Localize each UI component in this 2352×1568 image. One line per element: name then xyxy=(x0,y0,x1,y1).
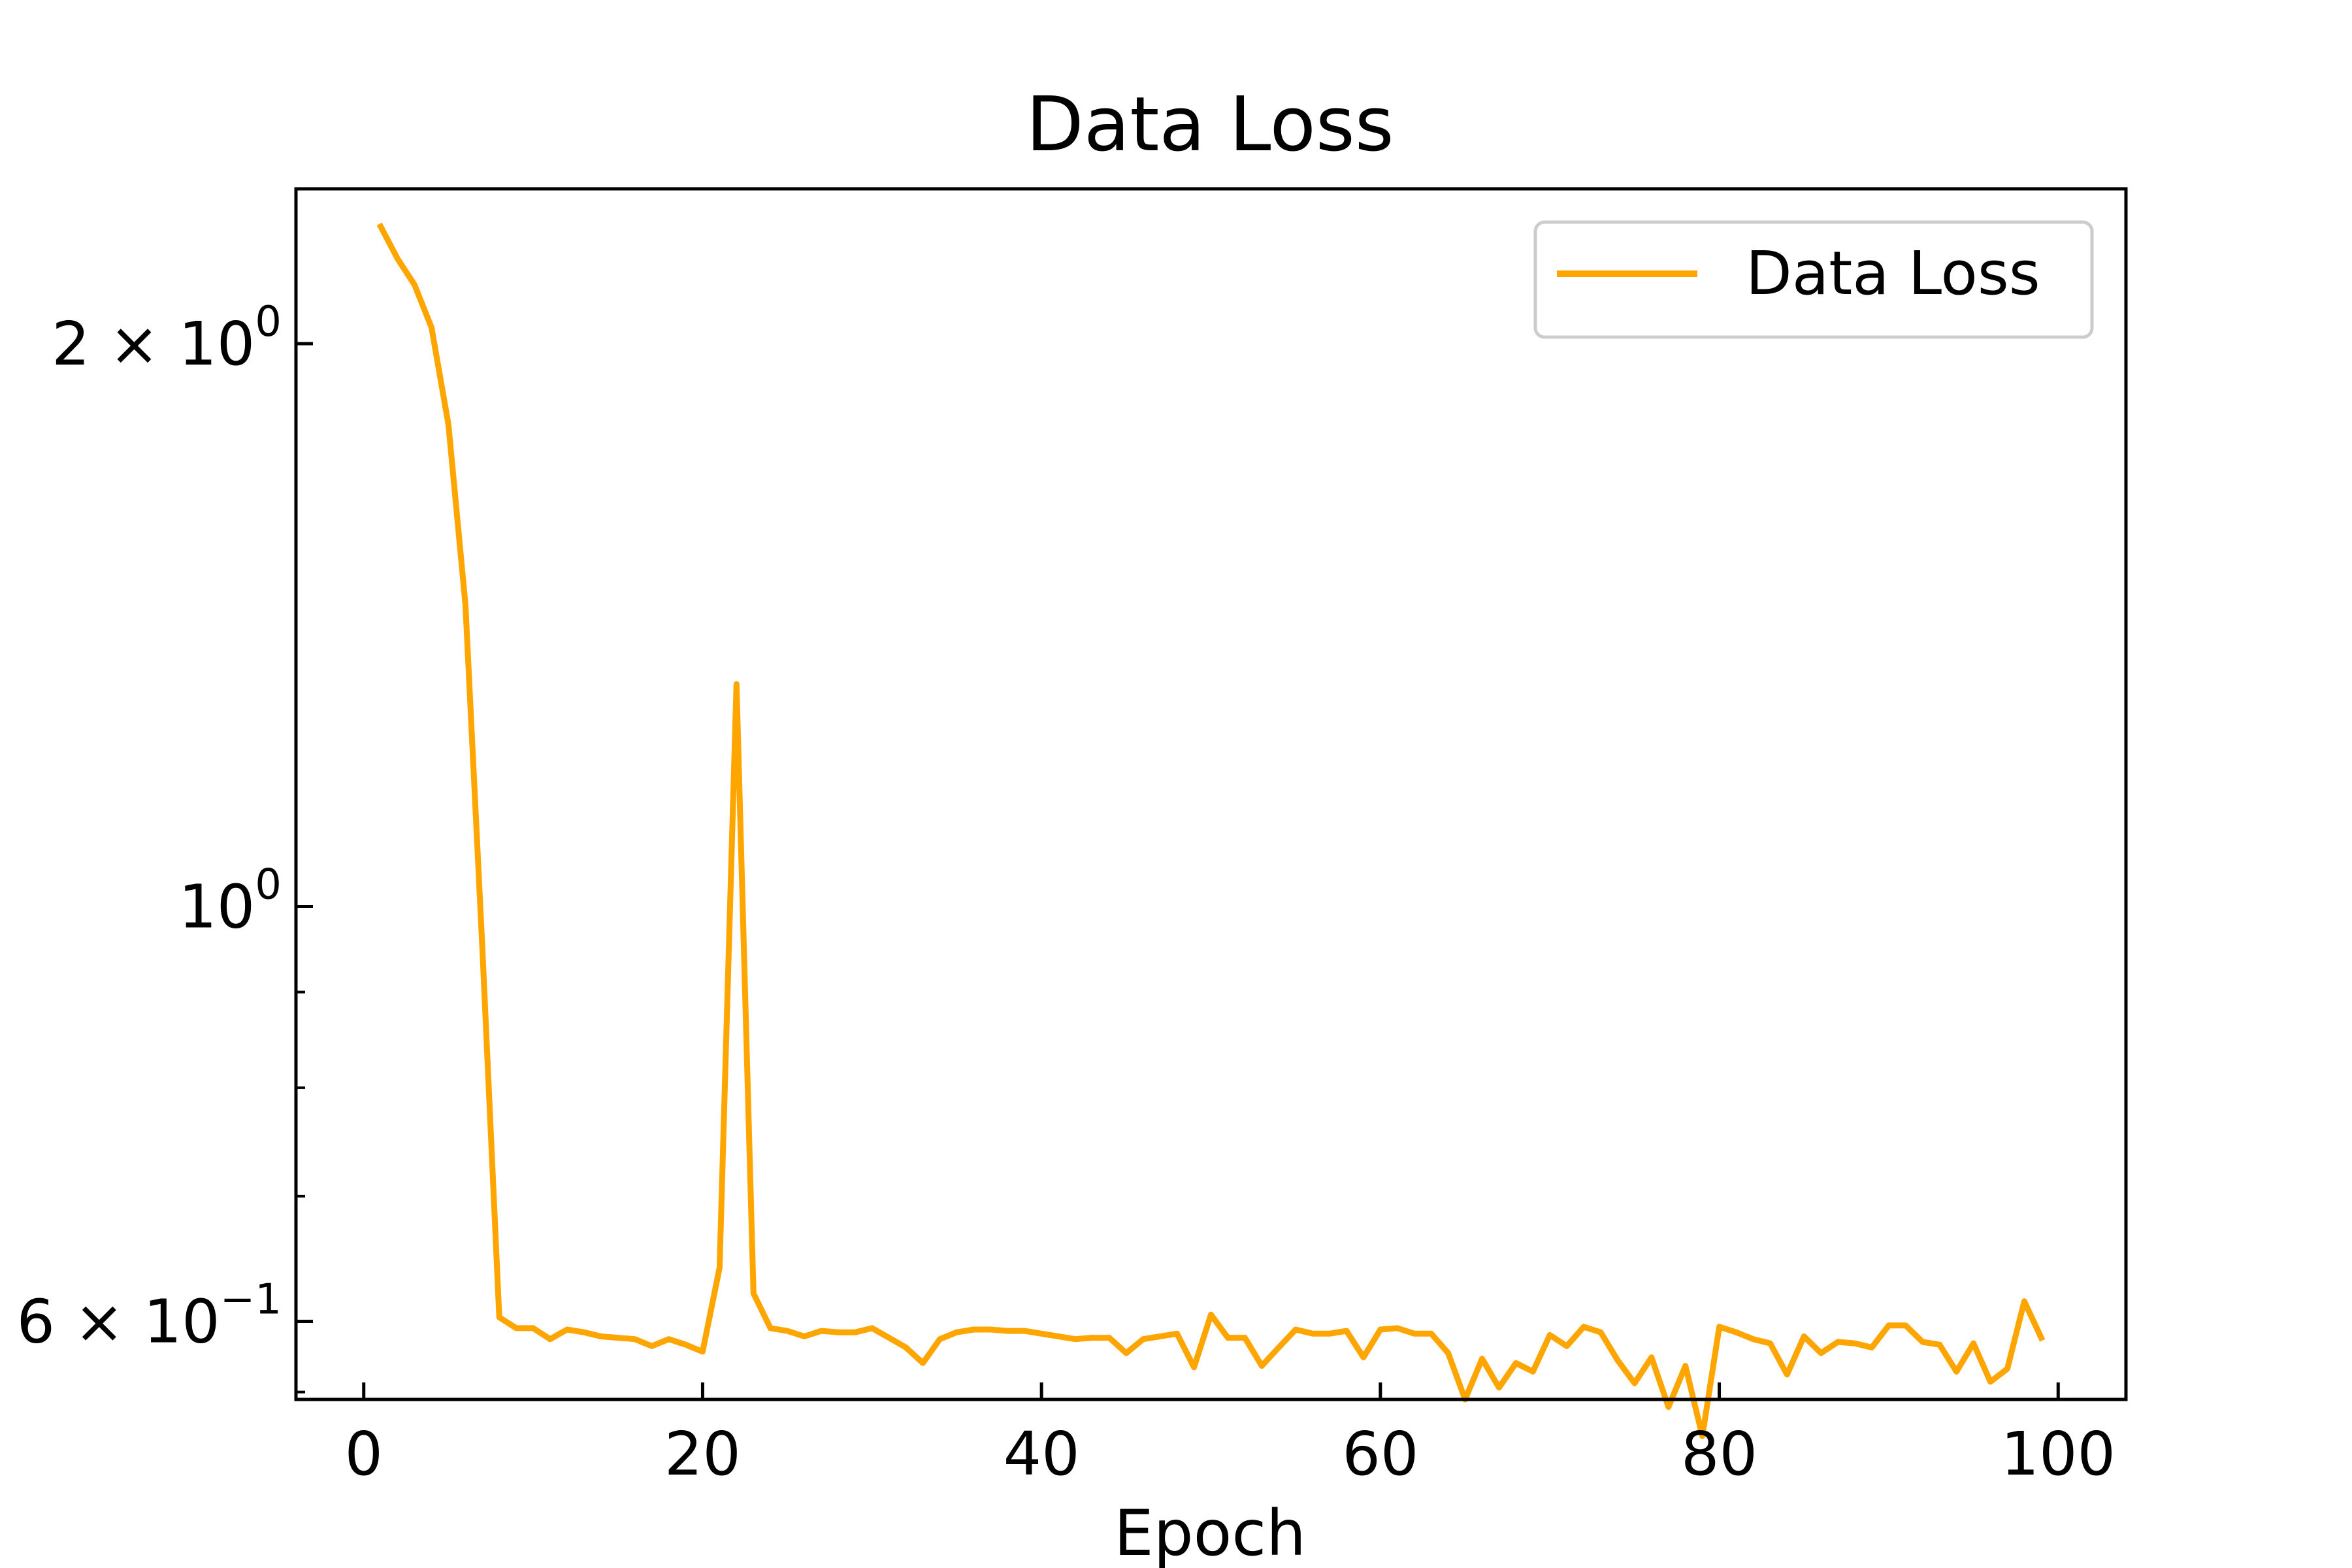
legend-entry-label: Data Loss xyxy=(1746,238,2040,308)
y-tick-label: 100 xyxy=(178,861,282,942)
x-axis-label: Epoch xyxy=(1114,1497,1306,1568)
chart-title: Data Loss xyxy=(1026,81,1394,169)
x-tick-label: 20 xyxy=(664,1419,741,1489)
x-tick-label: 0 xyxy=(344,1419,383,1489)
y-axis-ticks: 2 × 100 100 6 × 10−1 xyxy=(16,298,313,1394)
x-tick-label: 60 xyxy=(1342,1419,1418,1489)
x-tick-label: 100 xyxy=(2001,1419,2115,1489)
legend-box xyxy=(1533,220,2094,339)
x-tick-label: 40 xyxy=(1004,1419,1080,1489)
y-tick-label: 2 × 100 xyxy=(52,298,282,379)
x-axis-ticks: 0 20 40 60 80 100 xyxy=(344,1382,2115,1489)
plot-marks xyxy=(376,222,2046,1439)
legend: Data Loss xyxy=(1533,220,2094,339)
x-tick-label: 80 xyxy=(1681,1419,1757,1489)
series-line-0 xyxy=(376,222,2046,1439)
axes-frame xyxy=(294,187,2128,1401)
y-tick-label: 6 × 10−1 xyxy=(16,1275,282,1356)
